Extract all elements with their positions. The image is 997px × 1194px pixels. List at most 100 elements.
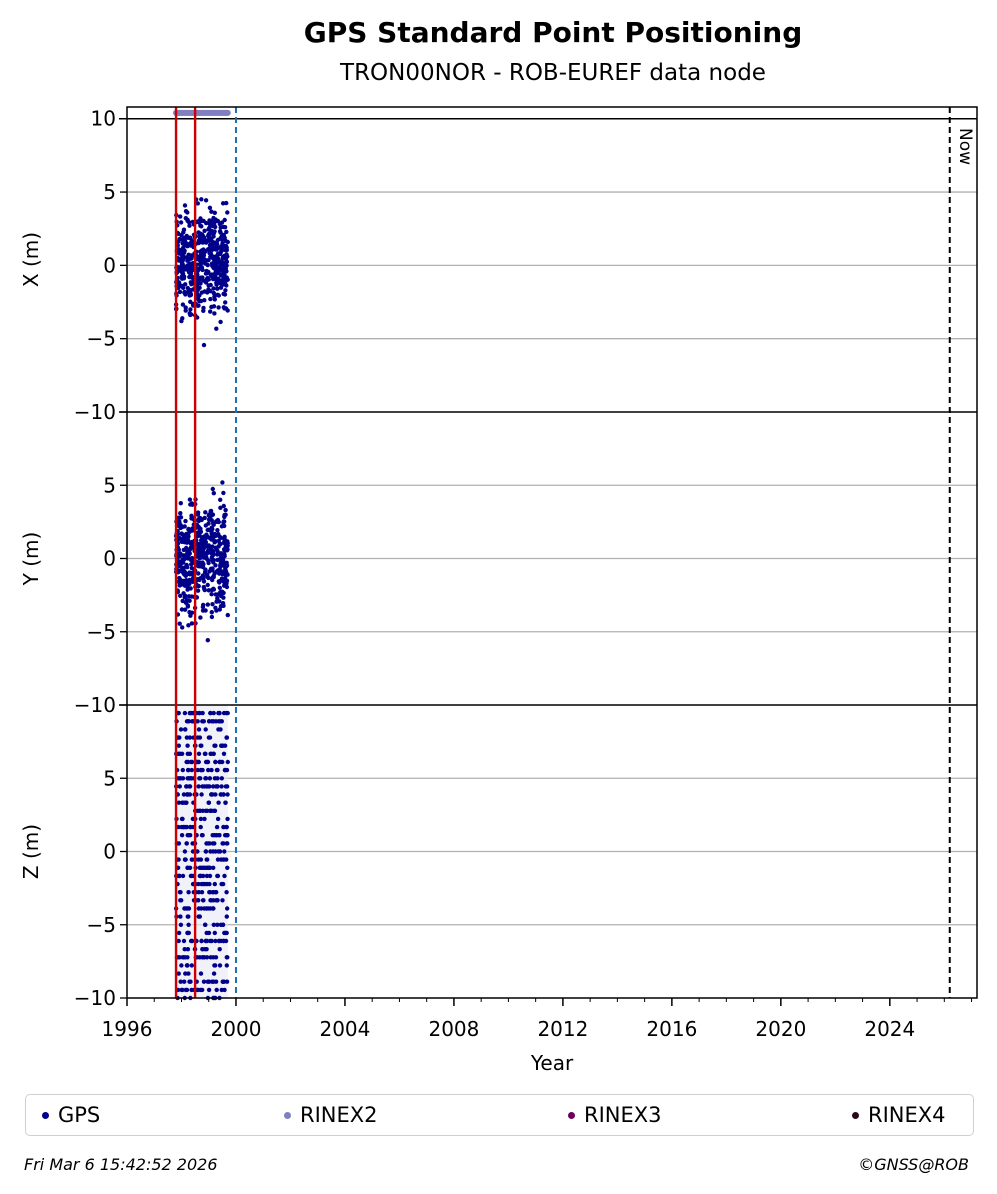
gps-point	[198, 857, 204, 862]
gps-point	[177, 751, 183, 756]
gps-point	[223, 507, 228, 513]
gps-point	[210, 526, 215, 532]
y-tick-label-x: −10	[74, 400, 116, 424]
gps-point	[178, 890, 183, 895]
gps-point	[176, 857, 181, 862]
gps-point	[211, 922, 216, 927]
gps-point	[216, 260, 221, 265]
gps-point	[208, 751, 213, 756]
gps-point	[225, 210, 230, 215]
gps-point	[224, 542, 229, 548]
gps-point	[224, 930, 229, 936]
gps-point	[188, 710, 193, 716]
gps-point	[219, 244, 224, 249]
gps-point	[201, 719, 206, 724]
gps-point	[201, 865, 206, 870]
gps-point	[181, 824, 186, 830]
gps-point	[203, 261, 208, 266]
gps-point	[195, 303, 200, 308]
gps-point	[190, 556, 195, 561]
gps-point	[179, 963, 184, 968]
gps-point	[215, 767, 220, 773]
gps-point	[178, 914, 183, 919]
x-tick-label: 2024	[864, 1017, 915, 1041]
gps-point	[219, 776, 224, 781]
gps-point	[185, 565, 190, 570]
gps-point	[199, 224, 204, 229]
gps-point	[178, 727, 184, 732]
gps-point	[185, 865, 190, 870]
gps-point	[178, 979, 183, 984]
gps-point	[208, 710, 213, 716]
gps-point	[179, 816, 185, 822]
gps-point	[196, 516, 201, 522]
gps-point	[198, 987, 203, 993]
gps-point	[197, 254, 202, 259]
gps-point	[176, 280, 182, 285]
gps-point	[222, 225, 228, 230]
gps-point	[211, 751, 216, 756]
legend-item-gps: GPS	[42, 1103, 100, 1127]
gps-point	[201, 544, 206, 549]
gps-point	[218, 719, 223, 724]
gps-point	[185, 556, 191, 561]
gps-point	[221, 751, 227, 756]
gps-point	[218, 551, 224, 556]
gps-point	[212, 311, 217, 316]
gps-point	[223, 512, 228, 517]
gps-point	[213, 224, 218, 230]
gps-point	[197, 865, 202, 870]
gps-point	[225, 612, 230, 618]
gps-point	[186, 971, 191, 976]
gps-point	[219, 784, 224, 789]
gps-point	[216, 276, 221, 282]
x-axis-label: Year	[530, 1051, 574, 1075]
gps-point	[196, 297, 201, 303]
gps-point	[196, 784, 201, 789]
gps-point	[179, 539, 185, 544]
gps-point	[217, 567, 222, 572]
gps-point	[214, 519, 219, 524]
gps-point	[197, 293, 202, 298]
gps-point	[183, 518, 188, 524]
gps-point	[222, 235, 227, 240]
gps-point	[223, 288, 228, 293]
y-tick-label-z: 0	[103, 840, 116, 864]
gps-point	[212, 881, 217, 887]
gps-point	[199, 890, 205, 895]
gps-point	[225, 865, 230, 870]
gps-point	[211, 304, 217, 309]
x-tick-label: 2016	[646, 1017, 697, 1041]
gps-point	[178, 522, 183, 528]
chart-title: GPS Standard Point Positioning	[303, 16, 803, 49]
gps-point	[202, 534, 208, 539]
gps-point	[222, 265, 227, 270]
gps-point	[203, 849, 209, 854]
gps-point	[179, 607, 185, 612]
gps-point	[212, 265, 218, 271]
gps-point	[185, 955, 190, 960]
x-tick-label: 1996	[102, 1017, 153, 1041]
gps-point	[180, 598, 185, 604]
gps-point	[218, 273, 224, 278]
gps-point	[184, 784, 189, 789]
gps-point	[211, 286, 216, 291]
legend-marker-gps	[42, 1111, 49, 1119]
gps-point	[187, 735, 193, 740]
gps-point	[181, 792, 187, 797]
gps-point	[210, 486, 215, 492]
gps-point	[179, 833, 185, 838]
gps-series-x	[173, 197, 230, 348]
gps-point	[214, 987, 219, 993]
gps-point	[180, 253, 185, 258]
gps-point	[176, 800, 182, 805]
gps-point	[212, 297, 217, 302]
gps-point	[200, 947, 205, 952]
gps-point	[208, 309, 213, 314]
gps-point	[183, 727, 188, 732]
gps-point	[224, 578, 230, 583]
legend-label-rinex3: RINEX3	[584, 1103, 662, 1127]
gps-point	[225, 254, 230, 259]
gps-point	[207, 865, 213, 870]
gps-point	[219, 987, 224, 993]
